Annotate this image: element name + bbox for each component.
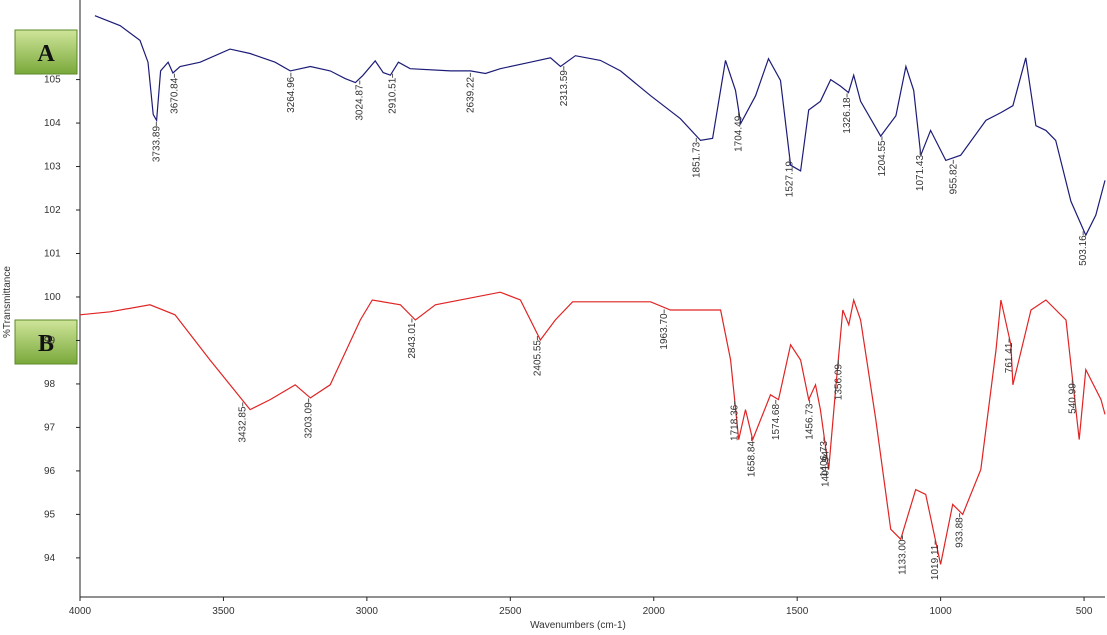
peak-label: 3203.09: [304, 402, 315, 439]
x-tick-label: 1500: [786, 606, 809, 617]
peak-label: 1401.94: [820, 450, 831, 487]
legend-box: [14, 319, 78, 365]
peak-label: 1204.55: [877, 140, 888, 177]
y-tick-label: 102: [44, 205, 61, 216]
x-tick-label: 2500: [499, 606, 522, 617]
y-tick-label: 97: [44, 422, 56, 433]
legend-box: [14, 29, 78, 75]
peak-label: 540.99: [1067, 383, 1078, 414]
x-tick-label: 500: [1076, 606, 1093, 617]
x-tick-label: 3000: [356, 606, 379, 617]
y-tick-label: 94: [44, 553, 56, 564]
legend-label: A: [37, 41, 55, 67]
peak-label: 1527.19: [784, 161, 795, 198]
peak-label: 2639.22: [465, 76, 476, 113]
series-line: [79, 291, 1106, 565]
legend: AB: [14, 29, 78, 365]
x-tick-label: 1000: [929, 606, 952, 617]
peak-label: 1406.73: [819, 441, 830, 478]
peak-label: 1718.36: [730, 404, 741, 441]
peak-label: 2313.59: [559, 70, 570, 107]
peak-label: 1356.09: [833, 364, 844, 401]
peak-label: 3024.87: [355, 84, 366, 121]
y-tick-label: 96: [44, 466, 56, 477]
peak-label: 503.16: [1078, 235, 1089, 266]
peak-label: 1851.73: [691, 141, 702, 178]
peak-label: 3733.89: [151, 126, 162, 163]
peak-label: 1133.00: [897, 539, 908, 575]
peak-label: 2910.51: [388, 77, 399, 114]
peak-label: 1963.70: [659, 313, 670, 350]
peak-label: 3432.85: [238, 406, 249, 443]
peak-label: 3670.84: [169, 77, 180, 114]
peak-label: 933.88: [955, 517, 966, 548]
peak-label: 1019.11: [930, 544, 941, 580]
peak-label: 2405.55: [532, 340, 543, 377]
peak-label: 955.82: [948, 163, 959, 194]
peak-label: 1071.43: [915, 155, 926, 192]
series-line: [94, 15, 1106, 237]
x-tick-label: 3500: [212, 606, 235, 617]
y-tick-label: 104: [44, 118, 61, 129]
legend-label: B: [38, 331, 54, 357]
x-tick-label: 2000: [643, 606, 666, 617]
y-tick-label: 103: [44, 162, 61, 173]
y-tick-label: 100: [44, 292, 61, 303]
y-tick-label: 95: [44, 509, 56, 520]
y-tick-label: 101: [44, 248, 61, 259]
peak-label: 2843.01: [407, 322, 418, 359]
x-tick-label: 4000: [69, 606, 92, 617]
peak-label: 1326.18: [842, 97, 853, 134]
peak-label: 1704.49: [734, 115, 745, 152]
y-tick-label: 98: [44, 379, 56, 390]
peak-label: 1574.68: [771, 404, 782, 441]
y-tick-label: 105: [44, 75, 61, 86]
peak-label: 761.41: [1004, 342, 1015, 373]
y-tick-label: 99: [44, 335, 56, 346]
peak-label: 3264.96: [286, 76, 297, 113]
x-axis-label: Wavenumbers (cm-1): [530, 620, 626, 631]
peak-label: 1456.73: [805, 403, 816, 440]
y-axis-label: %Transmittance: [2, 266, 13, 338]
peak-label: 1658.84: [747, 441, 758, 478]
